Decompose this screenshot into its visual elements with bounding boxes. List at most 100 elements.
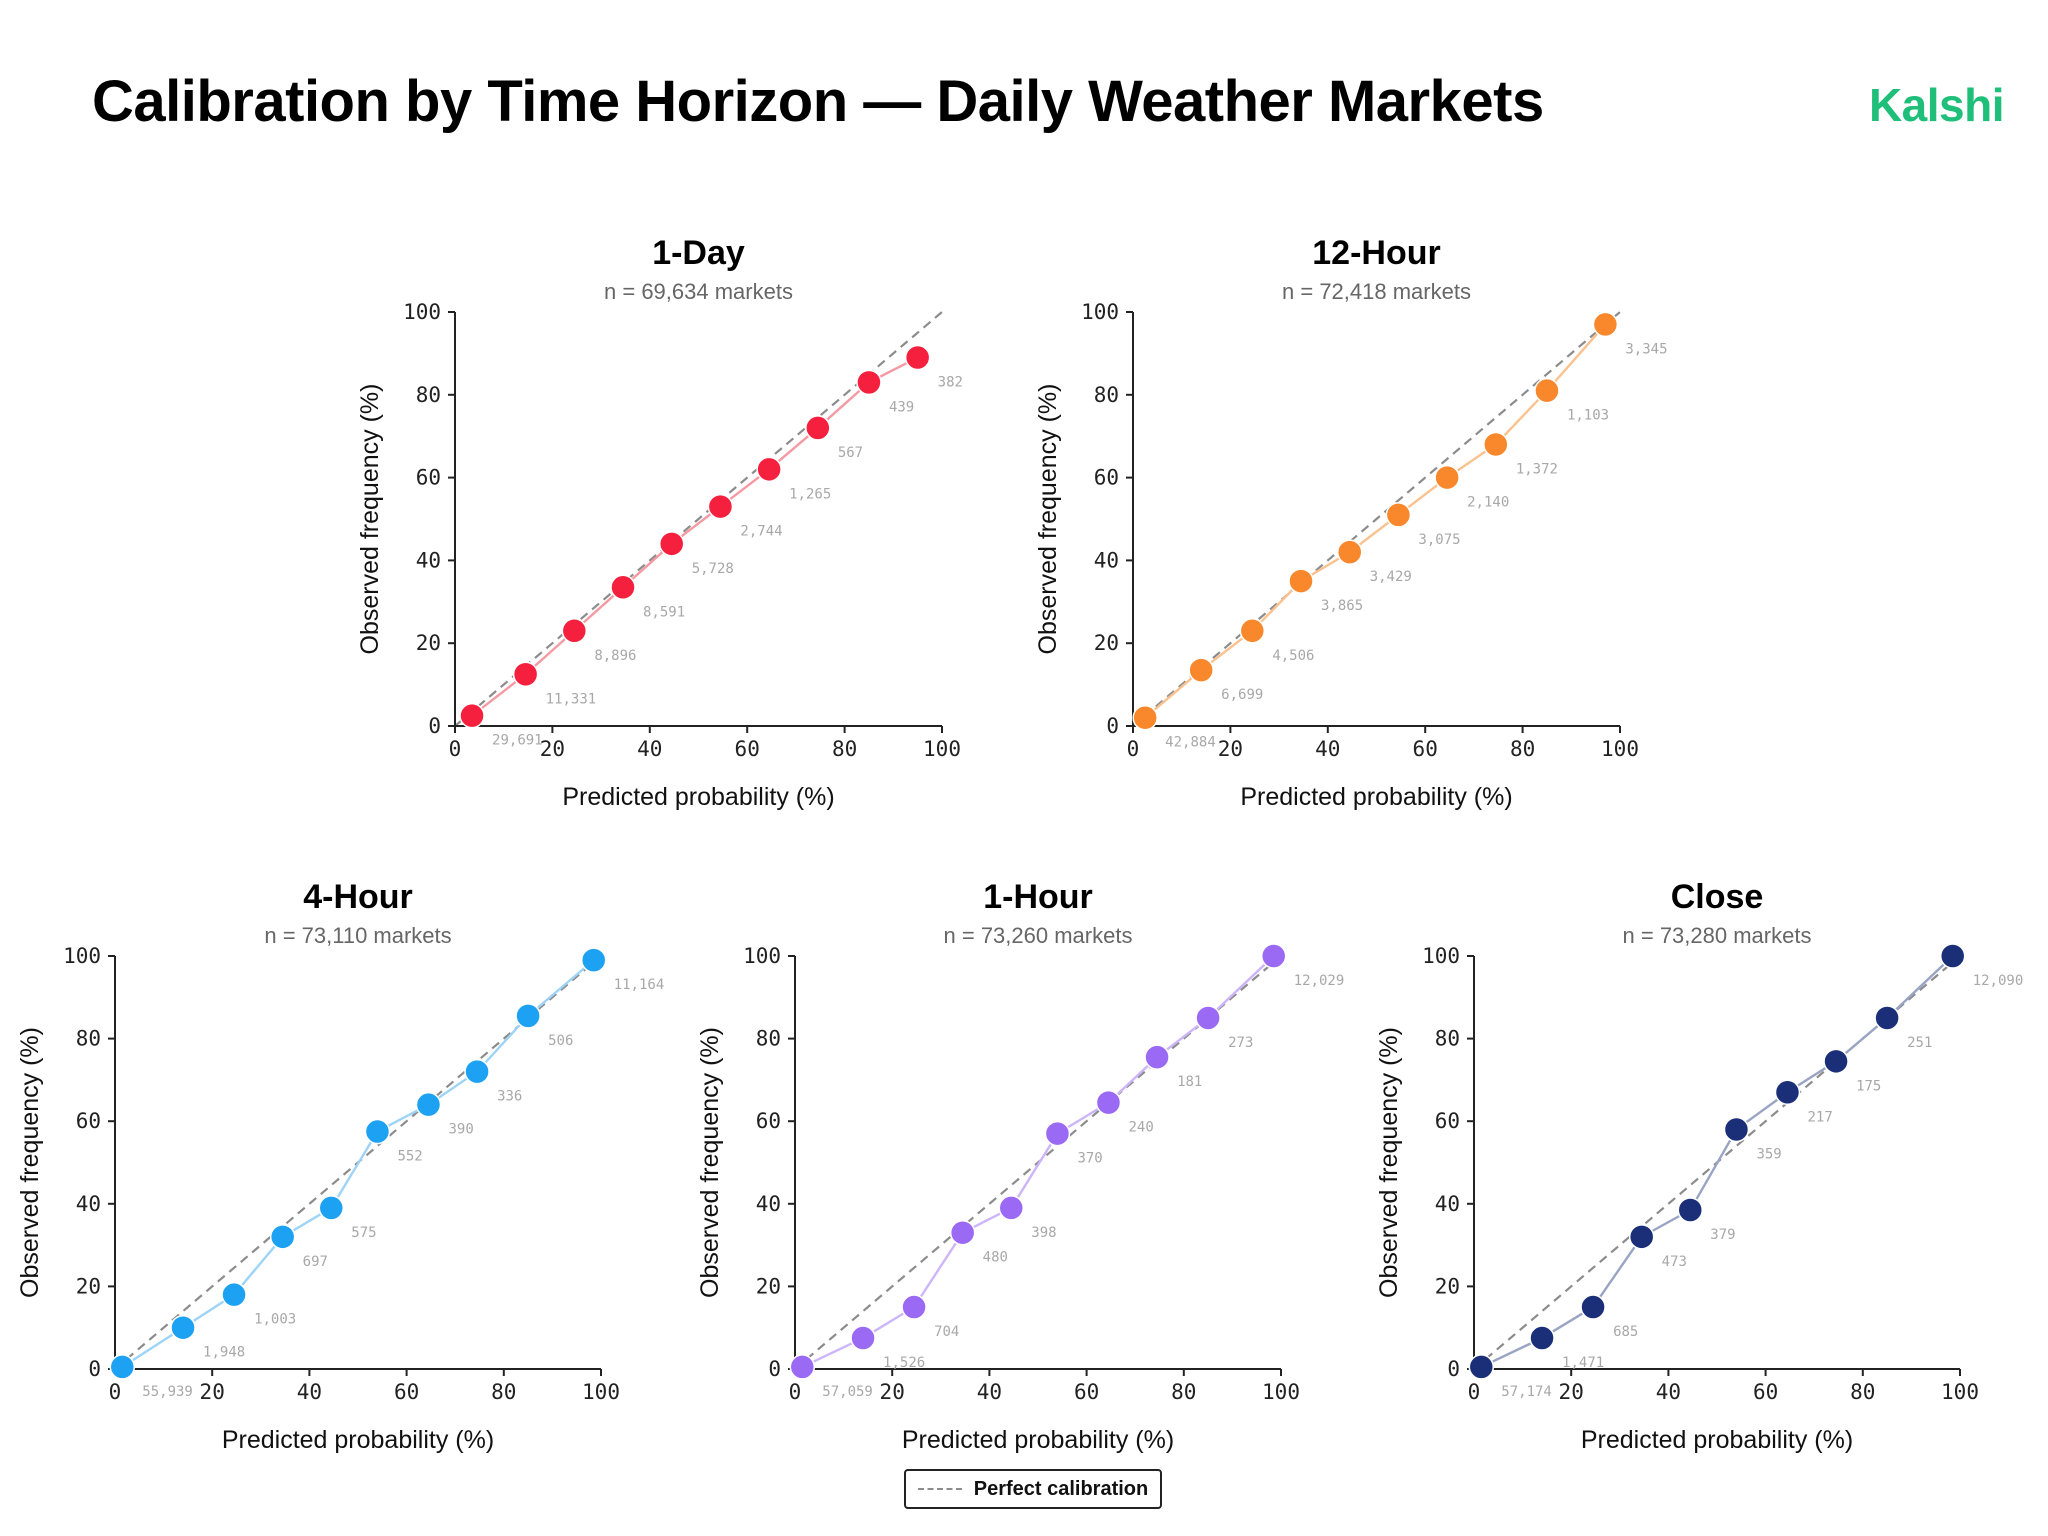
y-tick-label: 100: [63, 944, 101, 968]
count-label: 12,090: [1973, 973, 2024, 989]
count-label: 1,003: [254, 1312, 296, 1328]
data-point: [1529, 1325, 1555, 1351]
y-tick-label: 40: [1094, 548, 1119, 572]
count-label: 1,265: [789, 486, 831, 502]
x-tick-label: 80: [832, 737, 857, 761]
data-point: [1628, 1224, 1655, 1250]
calibration-panel: Close n = 73,280 markets 00 20 20 40 40 60 60 80 8…: [1375, 878, 2023, 1454]
y-tick-label: 60: [416, 466, 441, 490]
x-tick-label: 0: [1127, 737, 1140, 761]
data-point: [1260, 943, 1287, 969]
data-point: [1239, 618, 1266, 644]
count-label: 398: [1031, 1225, 1056, 1241]
x-tick-label: 0: [789, 1380, 802, 1404]
count-label: 181: [1177, 1074, 1202, 1090]
calibration-panel: 12-Hour n = 72,418 markets 00 20 20 40 40 60 60 8…: [1034, 234, 1668, 811]
legend: Perfect calibration: [904, 1469, 1162, 1509]
count-label: 4,506: [1272, 648, 1314, 664]
brand-logo: Kalshi: [1868, 79, 2005, 131]
y-tick-label: 40: [76, 1192, 101, 1216]
x-tick-label: 60: [735, 737, 760, 761]
data-point: [1592, 311, 1619, 338]
y-tick-label: 0: [428, 714, 441, 738]
y-tick-label: 20: [756, 1274, 781, 1298]
x-tick-label: 40: [297, 1380, 322, 1404]
count-label: 1,372: [1516, 461, 1558, 477]
x-tick-label: 20: [200, 1380, 225, 1404]
data-point: [1385, 502, 1412, 528]
data-point: [464, 1058, 490, 1085]
count-label: 5,728: [692, 561, 734, 577]
y-tick-label: 80: [1094, 383, 1119, 407]
data-point: [1336, 539, 1363, 565]
y-axis-label: Observed frequency (%): [356, 384, 384, 655]
count-label: 240: [1128, 1120, 1153, 1136]
y-tick-label: 80: [756, 1027, 781, 1051]
x-tick-label: 20: [1559, 1380, 1584, 1404]
y-tick-label: 100: [403, 300, 441, 324]
count-label: 1,948: [203, 1345, 245, 1361]
y-tick-label: 60: [1435, 1109, 1460, 1133]
panel-title: 1-Day: [652, 234, 745, 272]
data-point: [1723, 1116, 1750, 1143]
count-label: 552: [397, 1149, 422, 1165]
count-label: 2,744: [740, 524, 782, 540]
panel-subtitle: n = 72,418 markets: [1282, 279, 1471, 304]
data-point: [459, 702, 485, 729]
data-point: [1534, 377, 1560, 404]
data-point: [1677, 1197, 1704, 1223]
y-axis-label: Observed frequency (%): [16, 1027, 44, 1298]
count-label: 685: [1613, 1324, 1638, 1340]
count-label: 3,345: [1625, 341, 1667, 357]
panel-title: Close: [1671, 878, 1764, 916]
count-label: 370: [1077, 1151, 1102, 1167]
count-label: 57,174: [1501, 1384, 1552, 1400]
data-point: [707, 493, 734, 520]
count-label: 575: [351, 1225, 376, 1241]
count-label: 336: [497, 1089, 522, 1105]
x-tick-label: 80: [1510, 737, 1535, 761]
y-tick-label: 40: [1435, 1192, 1460, 1216]
count-label: 8,591: [643, 604, 685, 620]
count-label: 29,691: [492, 733, 543, 749]
y-tick-label: 20: [416, 631, 441, 655]
count-label: 379: [1710, 1227, 1735, 1243]
data-point: [856, 369, 882, 396]
panel-subtitle: n = 73,110 markets: [264, 923, 451, 948]
x-tick-label: 80: [1171, 1380, 1196, 1404]
y-tick-label: 60: [76, 1109, 101, 1133]
data-point: [1468, 1354, 1495, 1380]
x-tick-label: 60: [394, 1380, 419, 1404]
x-tick-label: 40: [637, 737, 662, 761]
data-point: [1188, 657, 1214, 683]
count-label: 55,939: [142, 1384, 193, 1400]
data-point: [1580, 1294, 1606, 1320]
data-point: [1288, 568, 1314, 594]
x-tick-label: 0: [109, 1380, 122, 1404]
x-tick-label: 0: [1468, 1380, 1481, 1404]
y-tick-label: 20: [1435, 1274, 1460, 1298]
count-label: 382: [938, 375, 963, 391]
count-label: 175: [1856, 1078, 1881, 1094]
data-point: [756, 456, 782, 483]
count-label: 3,075: [1418, 532, 1460, 548]
panel-subtitle: n = 73,280 markets: [1623, 923, 1812, 948]
x-axis-label: Predicted probability (%): [222, 1426, 494, 1454]
x-tick-label: 0: [449, 737, 462, 761]
panel-subtitle: n = 69,634 markets: [604, 279, 793, 304]
y-tick-label: 100: [1081, 300, 1119, 324]
count-label: 1,526: [883, 1355, 925, 1371]
y-axis-label: Observed frequency (%): [696, 1027, 724, 1298]
count-label: 1,103: [1567, 408, 1609, 424]
data-point: [580, 947, 607, 973]
calibration-panel: 1-Hour n = 73,260 markets 00 20 20 40 40 60 60 80…: [696, 878, 1344, 1454]
x-tick-label: 20: [880, 1380, 905, 1404]
data-point: [1044, 1120, 1071, 1147]
x-axis-label: Predicted probability (%): [902, 1426, 1174, 1454]
data-point: [610, 574, 636, 601]
y-tick-label: 60: [1094, 466, 1119, 490]
series-line: [801, 955, 1275, 1369]
data-point: [1144, 1044, 1170, 1070]
count-label: 8,896: [594, 648, 636, 664]
y-tick-label: 60: [756, 1109, 781, 1133]
